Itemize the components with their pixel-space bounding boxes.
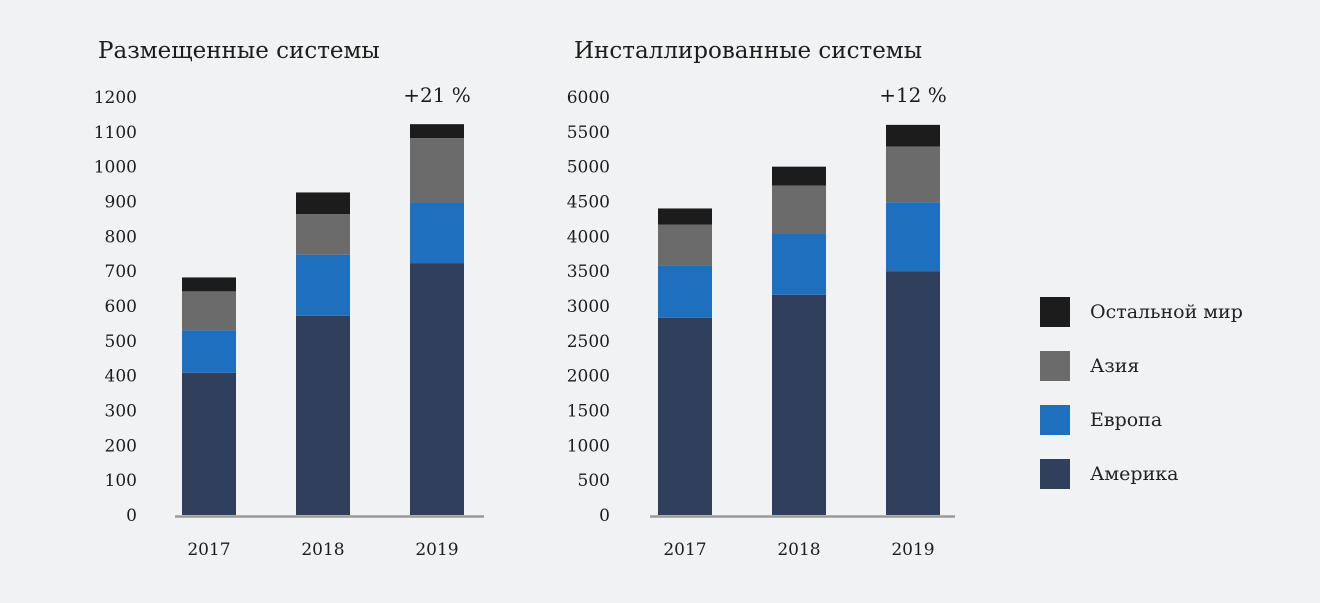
chart-title: Размещенные системы <box>98 38 380 64</box>
x-tick-label: 2019 <box>415 540 458 560</box>
chart-title: Инсталлированные системы <box>574 38 922 64</box>
x-tick-label: 2018 <box>777 540 820 560</box>
bar-segment-азия <box>886 146 940 203</box>
y-tick-label: 500 <box>105 332 137 352</box>
x-tick-label: 2017 <box>187 540 230 560</box>
bar-segment-остальной-мир <box>886 124 940 147</box>
y-tick-label: 0 <box>599 506 610 526</box>
y-tick-label: 900 <box>105 193 137 213</box>
bar-segment-азия <box>410 138 464 203</box>
legend-label: Остальной мир <box>1090 301 1243 323</box>
bar-segment-америка <box>658 317 712 515</box>
y-tick-label: 200 <box>105 436 137 456</box>
legend-item-europe: Европа <box>1040 393 1243 447</box>
y-tick-label: 4000 <box>567 227 610 247</box>
bar-segment-азия <box>658 224 712 266</box>
bar-segment-остальной-мир <box>182 277 236 292</box>
bar-segment-азия <box>772 185 826 234</box>
legend-swatch <box>1040 297 1070 327</box>
y-tick-label: 5500 <box>567 123 610 143</box>
y-tick-label: 3500 <box>567 262 610 282</box>
legend-label: Азия <box>1090 355 1140 377</box>
x-tick-label: 2017 <box>663 540 706 560</box>
bar-segment-азия <box>182 291 236 331</box>
y-tick-label: 5000 <box>567 158 610 178</box>
y-tick-label: 1100 <box>94 123 137 143</box>
y-tick-label: 1200 <box>94 88 137 108</box>
growth-annotation: +21 % <box>403 83 471 107</box>
bar-segment-европа <box>410 202 464 264</box>
y-tick-label: 6000 <box>567 88 610 108</box>
legend-label: Европа <box>1090 409 1163 431</box>
y-tick-label: 800 <box>105 227 137 247</box>
legend-swatch <box>1040 459 1070 489</box>
y-tick-label: 1500 <box>567 402 610 422</box>
y-tick-label: 2500 <box>567 332 610 352</box>
bar-segment-европа <box>658 265 712 318</box>
y-tick-label: 1000 <box>94 158 137 178</box>
x-tick-label: 2018 <box>301 540 344 560</box>
legend: Остальной мир Азия Европа Америка <box>1040 285 1243 501</box>
x-tick-label: 2019 <box>891 540 934 560</box>
bar-segment-остальной-мир <box>772 166 826 186</box>
y-tick-label: 400 <box>105 367 137 387</box>
bar-segment-азия <box>296 214 350 255</box>
legend-item-rest-of-world: Остальной мир <box>1040 285 1243 339</box>
bar-segment-остальной-мир <box>658 208 712 225</box>
bar-segment-америка <box>410 263 464 515</box>
bar-segment-остальной-мир <box>296 192 350 215</box>
y-tick-label: 3000 <box>567 297 610 317</box>
legend-item-asia: Азия <box>1040 339 1243 393</box>
y-tick-label: 700 <box>105 262 137 282</box>
y-tick-label: 300 <box>105 402 137 422</box>
y-tick-label: 0 <box>126 506 137 526</box>
growth-annotation: +12 % <box>879 83 947 107</box>
bar-segment-остальной-мир <box>410 124 464 139</box>
bar-segment-европа <box>772 233 826 295</box>
y-tick-label: 1000 <box>567 436 610 456</box>
legend-swatch <box>1040 351 1070 381</box>
legend-swatch <box>1040 405 1070 435</box>
y-tick-label: 100 <box>105 471 137 491</box>
y-tick-label: 4500 <box>567 193 610 213</box>
y-tick-label: 2000 <box>567 367 610 387</box>
bar-segment-европа <box>296 254 350 316</box>
bar-segment-европа <box>886 202 940 272</box>
y-tick-label: 600 <box>105 297 137 317</box>
legend-item-america: Америка <box>1040 447 1243 501</box>
legend-label: Америка <box>1090 463 1179 485</box>
bar-segment-америка <box>296 315 350 515</box>
bar-segment-америка <box>886 271 940 515</box>
bar-segment-америка <box>182 372 236 515</box>
bar-segment-америка <box>772 294 826 515</box>
bar-segment-европа <box>182 330 236 373</box>
y-tick-label: 500 <box>578 471 610 491</box>
